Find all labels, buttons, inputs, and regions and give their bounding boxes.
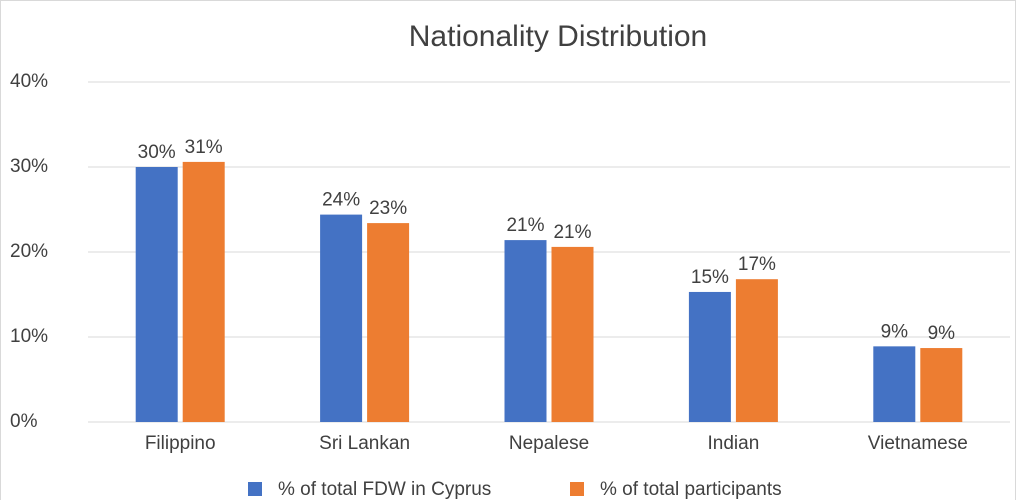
- data-label: 30%: [138, 142, 176, 163]
- bar: [873, 346, 916, 422]
- y-tick-label: 20%: [10, 241, 48, 262]
- legend-label: % of total participants: [600, 479, 782, 500]
- data-label: 9%: [928, 323, 956, 344]
- x-tick-label: Sri Lankan: [319, 433, 410, 454]
- data-label: 9%: [881, 321, 909, 342]
- data-label: 31%: [185, 137, 223, 158]
- data-label: 24%: [322, 190, 360, 211]
- legend-label: % of total FDW in Cyprus: [278, 479, 491, 500]
- data-label: 15%: [691, 267, 729, 288]
- x-tick-label: Vietnamese: [868, 433, 968, 454]
- x-tick-label: Filippino: [145, 433, 216, 454]
- bar: [504, 240, 547, 422]
- x-tick-label: Indian: [708, 433, 760, 454]
- chart-title: Nationality Distribution: [409, 20, 707, 53]
- bar: [920, 348, 963, 422]
- bar: [735, 279, 778, 422]
- bar: [551, 246, 594, 422]
- legend-swatch: [570, 482, 584, 496]
- bar: [182, 161, 225, 422]
- bar: [320, 214, 363, 422]
- data-label: 23%: [369, 198, 407, 219]
- y-tick-label: 10%: [10, 326, 48, 347]
- bar: [688, 291, 731, 422]
- bar: [135, 167, 178, 422]
- y-tick-label: 0%: [10, 411, 38, 432]
- data-label: 21%: [553, 222, 591, 243]
- data-label: 17%: [738, 254, 776, 275]
- legend-swatch: [248, 482, 262, 496]
- data-label: 21%: [506, 215, 544, 236]
- y-tick-label: 40%: [10, 71, 48, 92]
- x-tick-label: Nepalese: [509, 433, 589, 454]
- y-tick-label: 30%: [10, 156, 48, 177]
- bar: [367, 223, 410, 422]
